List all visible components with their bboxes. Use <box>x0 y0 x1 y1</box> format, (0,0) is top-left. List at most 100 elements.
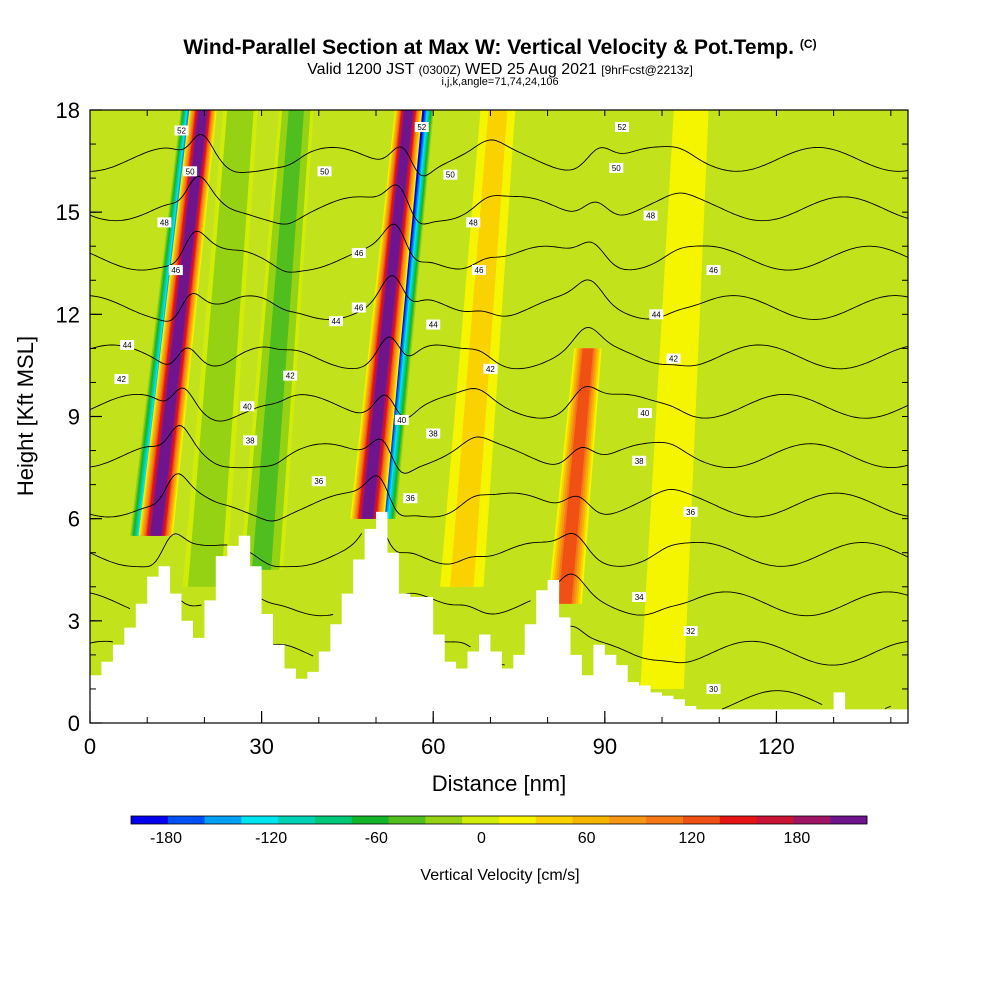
contour-label-text: 38 <box>635 457 644 466</box>
section-params: i,j,k,angle=71,74,24,106 <box>441 76 559 88</box>
valid-date-label: WED 25 Aug 2021 <box>465 61 597 78</box>
contour-label-box <box>443 169 458 180</box>
contour-label: 36 <box>311 476 326 487</box>
contour-label: 32 <box>683 626 698 637</box>
updraft-band <box>453 110 505 587</box>
contour-label-box <box>426 319 441 330</box>
contour-label: 34 <box>632 591 647 602</box>
updraft-band <box>647 110 703 689</box>
copyright-mark: (C) <box>799 37 817 51</box>
contour-label: 52 <box>174 125 189 136</box>
colorbar-swatch <box>535 816 573 824</box>
colorbar-tick-label: 0 <box>477 830 486 847</box>
contour-label-box <box>394 414 409 425</box>
colorbar-swatch <box>646 816 684 824</box>
contour-label-text: 46 <box>354 304 363 313</box>
chart-title-text: Wind-Parallel Section at Max W: Vertical… <box>183 36 794 59</box>
contour-label: 42 <box>483 363 498 374</box>
updraft-band <box>150 110 208 536</box>
colorbar-swatch <box>204 816 242 824</box>
valid-zulu-label: (0300Z) <box>418 63 461 77</box>
contour-label: 36 <box>403 493 418 504</box>
contour-label-box <box>666 353 681 364</box>
contour-label-text: 40 <box>640 409 649 418</box>
forecast-label: [9hrFcst@2213z] <box>601 63 693 77</box>
colorbar-swatch <box>167 816 205 824</box>
isentrope-line <box>721 690 891 710</box>
contour-label: 44 <box>426 319 441 330</box>
colorbar-swatch <box>388 816 426 824</box>
isentrope-line <box>90 223 908 273</box>
contour-label-box <box>183 166 198 177</box>
contour-label-text: 46 <box>171 266 180 275</box>
contour-label-box <box>683 626 698 637</box>
contour-label-box <box>649 309 664 320</box>
colorbar-frame <box>130 815 868 825</box>
contour-label: 42 <box>283 370 298 381</box>
contour-label-box <box>174 125 189 136</box>
x-tick-label: 30 <box>249 734 273 759</box>
contour-label: 50 <box>443 169 458 180</box>
contour-label-text: 38 <box>429 430 438 439</box>
contour-label: 44 <box>120 339 135 350</box>
isentrope-line <box>90 385 908 422</box>
contour-label: 42 <box>114 374 129 385</box>
contour-label: 52 <box>414 122 429 133</box>
contour-label-text: 42 <box>117 375 126 384</box>
contour-label: 30 <box>706 683 721 694</box>
contour-label-box <box>614 122 629 133</box>
colorbar-tick-label: -180 <box>150 830 182 847</box>
contour-label-box <box>120 339 135 350</box>
contour-label-text: 38 <box>246 436 255 445</box>
contour-label-text: 42 <box>286 372 295 381</box>
contour-label: 50 <box>609 162 624 173</box>
contour-label-text: 52 <box>618 123 627 132</box>
downdraft-band <box>252 110 304 570</box>
contour-label-text: 50 <box>186 167 195 176</box>
contour-label: 48 <box>157 217 172 228</box>
x-axis-title: Distance [nm] <box>432 771 567 796</box>
isentrope-line <box>90 326 908 370</box>
contour-label-box <box>683 506 698 517</box>
colorbar-tick-label: 180 <box>784 830 811 847</box>
colorbar-tick-label: -120 <box>255 830 287 847</box>
contour-label: 40 <box>637 408 652 419</box>
contour-label-text: 30 <box>709 685 718 694</box>
contour-label: 40 <box>394 414 409 425</box>
contour-label: 46 <box>351 248 366 259</box>
contour-label-box <box>632 455 647 466</box>
contour-label-text: 46 <box>354 249 363 258</box>
chart-subtitle: Valid 1200 JST (0300Z) WED 25 Aug 2021 [… <box>0 61 1000 79</box>
contour-label: 46 <box>351 302 366 313</box>
updraft-band <box>362 110 413 519</box>
contour-label-text: 44 <box>123 341 132 350</box>
velocity-bands <box>130 110 709 689</box>
contour-label-text: 50 <box>612 164 621 173</box>
contour-label: 44 <box>328 316 343 327</box>
isentrope-line <box>90 134 908 177</box>
contour-label: 52 <box>614 122 629 133</box>
contour-label-box <box>414 122 429 133</box>
isentrope-line <box>90 275 908 322</box>
x-tick-label: 60 <box>421 734 445 759</box>
colorbar-tick-label: 60 <box>578 830 596 847</box>
downdraft-band <box>193 110 250 587</box>
contour-label-text: 48 <box>646 212 655 221</box>
contour-label-box <box>632 591 647 602</box>
pot-temp-contours <box>90 134 908 710</box>
contour-label-box <box>706 683 721 694</box>
contour-label-text: 50 <box>446 171 455 180</box>
chart-title: Wind-Parallel Section at Max W: Vertical… <box>0 36 1000 60</box>
contour-label-text: 48 <box>160 218 169 227</box>
contour-label: 50 <box>317 166 332 177</box>
contour-label-box <box>243 435 258 446</box>
isentrope-line <box>90 175 908 225</box>
updraft-band <box>558 348 594 604</box>
contour-label-box <box>471 265 486 276</box>
x-tick-label: 90 <box>593 734 617 759</box>
isentrope-line <box>90 625 908 666</box>
colorbar-title: Vertical Velocity [cm/s] <box>420 867 579 884</box>
isentrope-line <box>90 473 908 522</box>
